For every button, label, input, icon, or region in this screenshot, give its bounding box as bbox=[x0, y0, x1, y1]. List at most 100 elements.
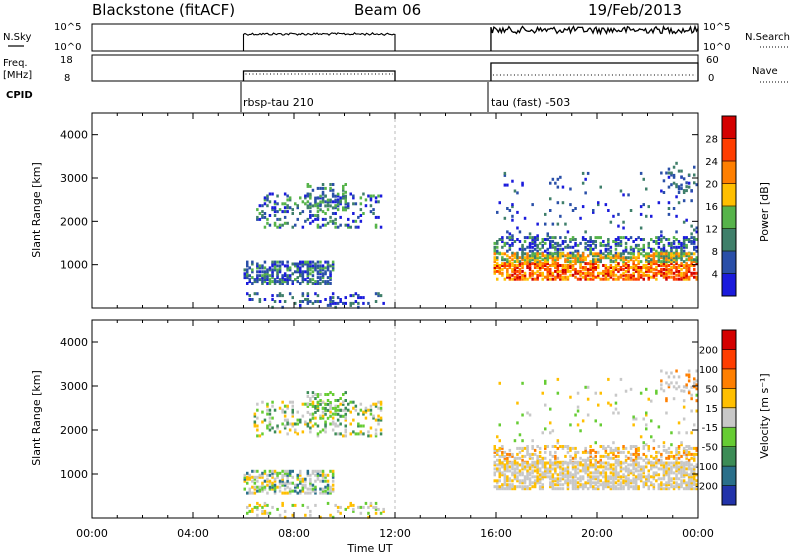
range-cell bbox=[624, 247, 628, 251]
range-cell bbox=[334, 206, 337, 210]
range-cell bbox=[319, 260, 322, 264]
range-cell bbox=[506, 461, 509, 465]
range-cell bbox=[294, 430, 297, 434]
range-cell bbox=[273, 300, 277, 303]
range-cell bbox=[508, 209, 512, 212]
range-cell bbox=[309, 426, 312, 430]
range-cell bbox=[518, 469, 522, 473]
range-cell bbox=[536, 252, 539, 256]
range-cell bbox=[536, 256, 539, 260]
range-cell bbox=[261, 276, 264, 280]
range-cell bbox=[268, 420, 272, 424]
range-cell bbox=[682, 243, 686, 247]
range-cell bbox=[311, 282, 315, 285]
range-cell bbox=[503, 266, 507, 269]
range-cell bbox=[652, 254, 656, 258]
range-cell bbox=[581, 467, 585, 471]
range-cell bbox=[571, 479, 575, 483]
range-cell bbox=[271, 404, 274, 408]
range-cell bbox=[506, 183, 509, 187]
range-cell bbox=[589, 475, 592, 479]
range-cell bbox=[551, 479, 555, 483]
range-cell bbox=[321, 410, 325, 414]
range-cell bbox=[677, 256, 681, 260]
range-cell bbox=[639, 456, 643, 460]
range-cell bbox=[672, 485, 676, 489]
range-cell bbox=[624, 465, 628, 469]
range-cell bbox=[377, 422, 380, 426]
range-cell bbox=[301, 210, 305, 214]
range-cell bbox=[273, 221, 277, 225]
range-cell bbox=[677, 245, 681, 249]
range-cell bbox=[561, 483, 565, 487]
range-cell bbox=[632, 256, 635, 260]
range-cell bbox=[589, 277, 592, 281]
range-cell bbox=[650, 249, 653, 253]
range-cell bbox=[253, 505, 257, 509]
range-cell bbox=[675, 277, 678, 281]
range-cell bbox=[675, 369, 678, 373]
range-cell bbox=[574, 461, 577, 465]
colorbar-frame bbox=[721, 329, 737, 506]
colorbar-swatch bbox=[722, 273, 736, 297]
range-cell bbox=[324, 280, 327, 284]
range-cell bbox=[316, 210, 320, 214]
range-cell bbox=[559, 269, 562, 273]
range-cell bbox=[627, 481, 630, 485]
range-cell bbox=[617, 252, 620, 256]
range-cell bbox=[496, 469, 499, 473]
range-cell bbox=[253, 487, 257, 491]
range-cell bbox=[508, 465, 512, 469]
range-cell bbox=[680, 454, 683, 458]
range-cell bbox=[251, 282, 254, 285]
range-cell bbox=[657, 236, 661, 240]
range-cell bbox=[288, 278, 292, 282]
range-cell bbox=[311, 404, 315, 408]
range-cell bbox=[662, 469, 666, 473]
range-cell bbox=[612, 477, 615, 481]
range-cell bbox=[544, 260, 547, 264]
range-cell bbox=[554, 245, 557, 249]
range-cell bbox=[695, 487, 698, 491]
range-cell bbox=[607, 452, 610, 456]
range-cell bbox=[665, 269, 668, 273]
range-cell bbox=[627, 471, 630, 475]
range-cell bbox=[675, 463, 678, 467]
range-cell bbox=[271, 276, 274, 280]
range-cell bbox=[511, 277, 514, 281]
range-cell bbox=[614, 241, 618, 245]
range-cell bbox=[508, 243, 512, 247]
range-cell bbox=[569, 203, 572, 207]
range-cell bbox=[549, 243, 552, 247]
range-cell bbox=[538, 481, 542, 485]
range-cell bbox=[693, 240, 696, 243]
range-cell bbox=[632, 485, 635, 489]
range-cell bbox=[672, 266, 676, 269]
range-cell bbox=[564, 275, 567, 279]
range-cell bbox=[296, 264, 299, 268]
range-cell bbox=[321, 487, 325, 491]
range-cell bbox=[609, 249, 613, 253]
range-cell bbox=[261, 214, 264, 217]
range-cell bbox=[306, 184, 310, 188]
range-cell bbox=[511, 467, 514, 471]
range-cell bbox=[670, 241, 673, 245]
range-cell bbox=[592, 260, 595, 264]
range-cell bbox=[554, 456, 557, 460]
range-cell bbox=[331, 515, 335, 519]
range-cell bbox=[571, 245, 575, 249]
range-cell bbox=[316, 276, 320, 280]
range-cell bbox=[377, 200, 380, 204]
range-cell bbox=[576, 260, 580, 264]
range-cell bbox=[309, 483, 312, 487]
range-cell bbox=[324, 479, 327, 483]
range-cell bbox=[660, 264, 663, 267]
range-cell bbox=[665, 467, 668, 471]
range-cell bbox=[271, 400, 274, 404]
range-cell bbox=[518, 260, 522, 264]
range-cell bbox=[311, 395, 315, 398]
range-cell bbox=[637, 446, 640, 450]
range-cell bbox=[314, 266, 317, 270]
range-cell bbox=[566, 252, 570, 256]
range-cell bbox=[617, 264, 620, 267]
